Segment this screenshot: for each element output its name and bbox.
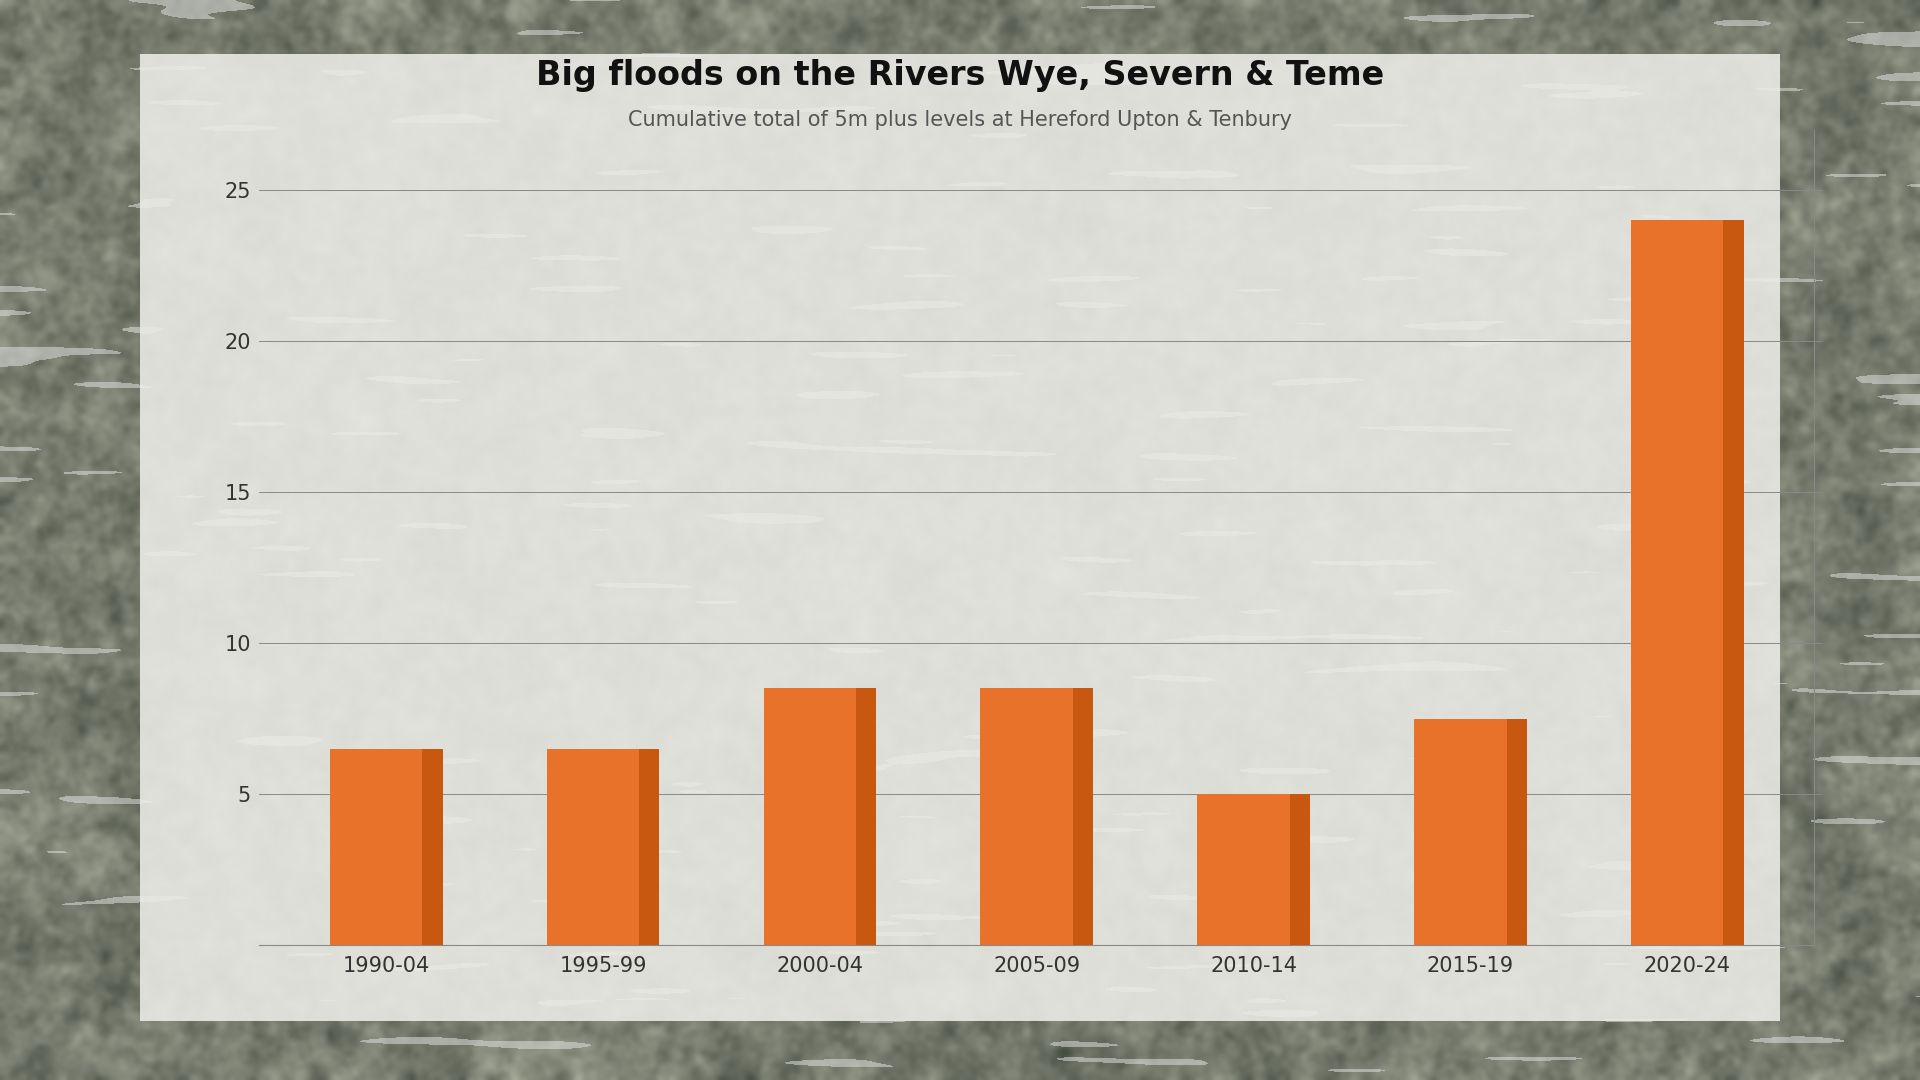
Bar (1630, 220, 1743, 945)
Bar (330, 748, 444, 945)
Bar (547, 748, 659, 945)
Text: Cumulative total of 5m plus levels at Hereford Upton & Tenbury: Cumulative total of 5m plus levels at He… (628, 110, 1292, 131)
Bar (1290, 794, 1309, 945)
Text: Big floods on the Rivers Wye, Severn & Teme: Big floods on the Rivers Wye, Severn & T… (536, 59, 1384, 93)
Bar (1073, 688, 1092, 945)
Bar (639, 748, 659, 945)
Bar (856, 688, 876, 945)
Bar (1415, 718, 1526, 945)
Bar (1724, 220, 1743, 945)
Bar (981, 688, 1092, 945)
Bar (764, 688, 876, 945)
Bar (1507, 718, 1526, 945)
Bar (422, 748, 444, 945)
Bar (1198, 794, 1309, 945)
